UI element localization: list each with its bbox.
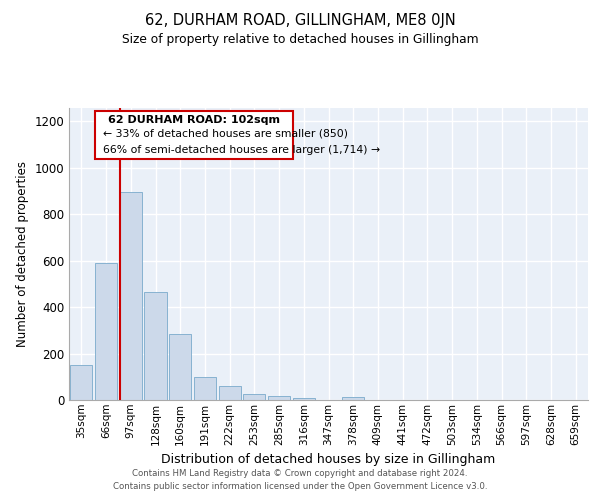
Bar [218,386,241,400]
Y-axis label: Number of detached properties: Number of detached properties [16,161,29,347]
Text: 62 DURHAM ROAD: 102sqm: 62 DURHAM ROAD: 102sqm [108,114,280,124]
Bar [293,398,315,400]
Text: 66% of semi-detached houses are larger (1,714) →: 66% of semi-detached houses are larger (… [103,145,380,155]
Bar [145,292,167,400]
Text: Size of property relative to detached houses in Gillingham: Size of property relative to detached ho… [122,32,478,46]
Bar [95,263,117,400]
Text: ← 33% of detached houses are smaller (850): ← 33% of detached houses are smaller (85… [103,129,348,139]
Bar [119,192,142,400]
Bar [169,334,191,400]
FancyBboxPatch shape [95,111,293,158]
Bar [268,396,290,400]
Text: Contains HM Land Registry data © Crown copyright and database right 2024.: Contains HM Land Registry data © Crown c… [132,468,468,477]
X-axis label: Distribution of detached houses by size in Gillingham: Distribution of detached houses by size … [161,453,496,466]
Text: Contains public sector information licensed under the Open Government Licence v3: Contains public sector information licen… [113,482,487,491]
Bar [194,377,216,400]
Bar [243,394,265,400]
Bar [70,365,92,400]
Text: 62, DURHAM ROAD, GILLINGHAM, ME8 0JN: 62, DURHAM ROAD, GILLINGHAM, ME8 0JN [145,12,455,28]
Bar [342,397,364,400]
